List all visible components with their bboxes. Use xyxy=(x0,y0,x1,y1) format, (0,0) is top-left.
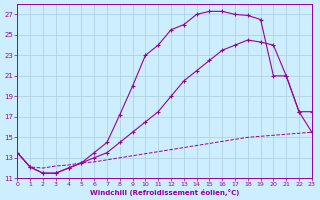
X-axis label: Windchill (Refroidissement éolien,°C): Windchill (Refroidissement éolien,°C) xyxy=(90,189,239,196)
